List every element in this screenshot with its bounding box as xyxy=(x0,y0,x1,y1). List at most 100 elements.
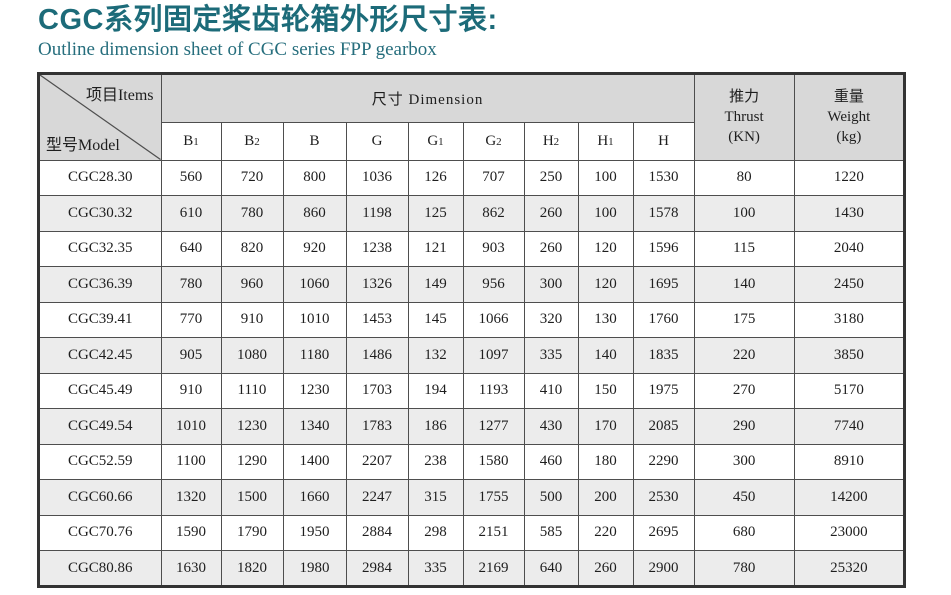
value-cell: 2884 xyxy=(345,514,409,551)
value-cell: 2450 xyxy=(793,266,905,303)
value-cell: 145 xyxy=(407,301,464,338)
table-row: CGC28.30 560 720 800 1036 126 707 250 100 1530 80 1… xyxy=(38,159,905,196)
value-cell: 780 xyxy=(693,550,795,587)
value-cell: 3180 xyxy=(793,301,905,338)
model-cell: CGC42.45 xyxy=(38,337,162,374)
model-cell: CGC32.35 xyxy=(38,230,162,267)
value-cell: 1530 xyxy=(632,159,695,196)
value-cell: 1660 xyxy=(282,479,347,516)
value-cell: 1100 xyxy=(160,443,222,480)
value-cell: 820 xyxy=(220,230,284,267)
table-row: CGC36.39 780 960 1060 1326 149 956 300 120 1695 14… xyxy=(38,266,905,303)
value-cell: 1755 xyxy=(462,479,525,516)
value-cell: 150 xyxy=(577,372,634,409)
table-header: 项目Items 型号Model 尺寸 Dimension 推力 Thrust (… xyxy=(38,73,905,161)
value-cell: 1340 xyxy=(282,408,347,445)
value-cell: 1230 xyxy=(282,372,347,409)
value-cell: 1230 xyxy=(220,408,284,445)
value-cell: 7740 xyxy=(793,408,905,445)
value-cell: 298 xyxy=(407,514,464,551)
value-cell: 1486 xyxy=(345,337,409,374)
value-cell: 2530 xyxy=(632,479,695,516)
sub-header-b: B xyxy=(282,121,347,161)
value-cell: 1820 xyxy=(220,550,284,587)
sub-header-g2: G2 xyxy=(462,121,525,161)
sub-header-h: H xyxy=(632,121,695,161)
value-cell: 770 xyxy=(160,301,222,338)
value-cell: 1760 xyxy=(632,301,695,338)
value-cell: 2151 xyxy=(462,514,525,551)
value-cell: 300 xyxy=(693,443,795,480)
value-cell: 450 xyxy=(693,479,795,516)
value-cell: 5170 xyxy=(793,372,905,409)
value-cell: 130 xyxy=(577,301,634,338)
value-cell: 175 xyxy=(693,301,795,338)
value-cell: 707 xyxy=(462,159,525,196)
value-cell: 1980 xyxy=(282,550,347,587)
value-cell: 300 xyxy=(523,266,579,303)
value-cell: 720 xyxy=(220,159,284,196)
value-cell: 320 xyxy=(523,301,579,338)
model-cell: CGC60.66 xyxy=(38,479,162,516)
value-cell: 1220 xyxy=(793,159,905,196)
value-cell: 1950 xyxy=(282,514,347,551)
value-cell: 8910 xyxy=(793,443,905,480)
value-cell: 1180 xyxy=(282,337,347,374)
value-cell: 1010 xyxy=(282,301,347,338)
value-cell: 780 xyxy=(160,266,222,303)
value-cell: 1326 xyxy=(345,266,409,303)
thrust-header-en: Thrust xyxy=(724,109,764,126)
value-cell: 1066 xyxy=(462,301,525,338)
value-cell: 2040 xyxy=(793,230,905,267)
sub-header-h2: H2 xyxy=(523,121,579,161)
value-cell: 335 xyxy=(523,337,579,374)
value-cell: 2695 xyxy=(632,514,695,551)
value-cell: 1193 xyxy=(462,372,525,409)
value-cell: 640 xyxy=(160,230,222,267)
value-cell: 956 xyxy=(462,266,525,303)
value-cell: 335 xyxy=(407,550,464,587)
value-cell: 1453 xyxy=(345,301,409,338)
value-cell: 1277 xyxy=(462,408,525,445)
value-cell: 260 xyxy=(523,230,579,267)
table-row: CGC42.45 905 1080 1180 1486 132 1097 335 140 1835… xyxy=(38,337,905,374)
model-cell: CGC30.32 xyxy=(38,195,162,232)
value-cell: 1578 xyxy=(632,195,695,232)
value-cell: 430 xyxy=(523,408,579,445)
value-cell: 1290 xyxy=(220,443,284,480)
value-cell: 260 xyxy=(523,195,579,232)
model-cell: CGC70.76 xyxy=(38,514,162,551)
value-cell: 640 xyxy=(523,550,579,587)
value-cell: 100 xyxy=(577,159,634,196)
model-cell: CGC45.49 xyxy=(38,372,162,409)
value-cell: 910 xyxy=(160,372,222,409)
value-cell: 3850 xyxy=(793,337,905,374)
value-cell: 14200 xyxy=(793,479,905,516)
sub-header-h1: H1 xyxy=(577,121,634,161)
value-cell: 126 xyxy=(407,159,464,196)
value-cell: 80 xyxy=(693,159,795,196)
value-cell: 800 xyxy=(282,159,347,196)
sub-header-row: B1 B2 B G G1 G2 H2 H1 H xyxy=(39,121,904,161)
value-cell: 270 xyxy=(693,372,795,409)
value-cell: 1060 xyxy=(282,266,347,303)
value-cell: 1430 xyxy=(793,195,905,232)
value-cell: 100 xyxy=(577,195,634,232)
value-cell: 1703 xyxy=(345,372,409,409)
value-cell: 460 xyxy=(523,443,579,480)
value-cell: 610 xyxy=(160,195,222,232)
value-cell: 1198 xyxy=(345,195,409,232)
model-cell: CGC28.30 xyxy=(38,159,162,196)
value-cell: 140 xyxy=(577,337,634,374)
value-cell: 100 xyxy=(693,195,795,232)
model-cell: CGC39.41 xyxy=(38,301,162,338)
weight-header-cn: 重量 xyxy=(833,89,864,106)
value-cell: 1010 xyxy=(160,408,222,445)
table-row: CGC39.41 770 910 1010 1453 145 1066 320 130 1760 1… xyxy=(38,301,905,338)
value-cell: 1590 xyxy=(160,514,222,551)
value-cell: 2207 xyxy=(345,443,409,480)
value-cell: 120 xyxy=(577,266,634,303)
value-cell: 960 xyxy=(220,266,284,303)
corner-items-label: 项目Items xyxy=(85,87,154,104)
value-cell: 1790 xyxy=(220,514,284,551)
